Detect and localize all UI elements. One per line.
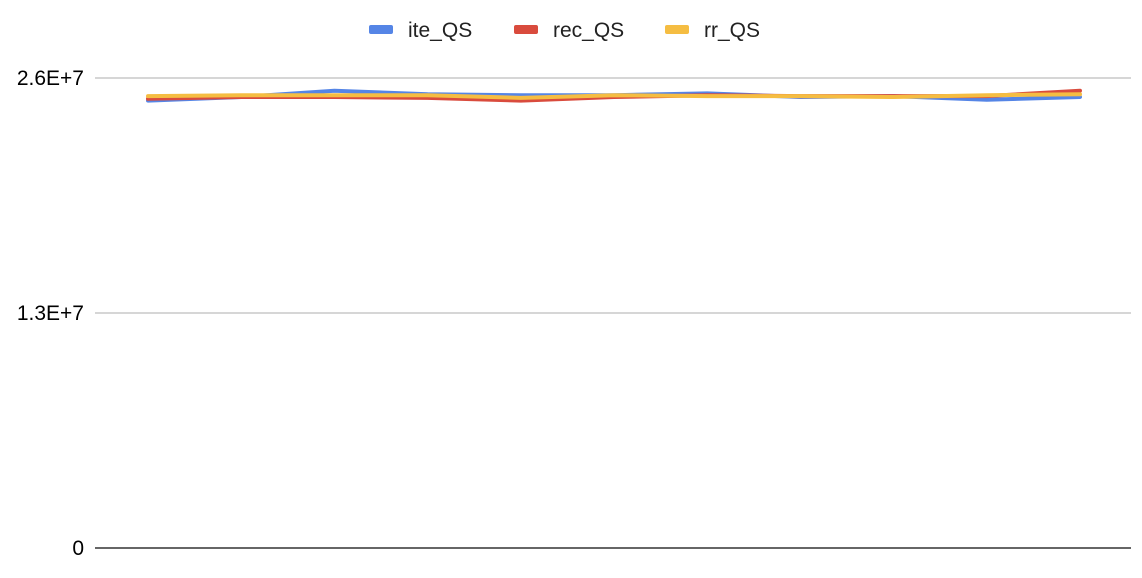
legend-swatch-rec_QS [514,25,538,34]
y-tick-label: 0 [72,537,84,560]
legend-label-rr_QS: rr_QS [704,19,760,42]
legend-swatch-ite_QS [369,25,393,34]
legend-label-ite_QS: ite_QS [408,19,472,42]
y-tick-label: 2.6E+7 [17,67,84,90]
legend: ite_QS rec_QS rr_QS [369,19,760,42]
legend-label-rec_QS: rec_QS [553,19,624,42]
y-axis-ticks: 0 1.3E+7 2.6E+7 [17,67,84,560]
series-line-rr_QS [146,92,1082,100]
gridlines [95,77,1131,549]
series-lines [146,88,1082,103]
legend-swatch-rr_QS [665,25,689,34]
y-tick-label: 1.3E+7 [17,302,84,325]
